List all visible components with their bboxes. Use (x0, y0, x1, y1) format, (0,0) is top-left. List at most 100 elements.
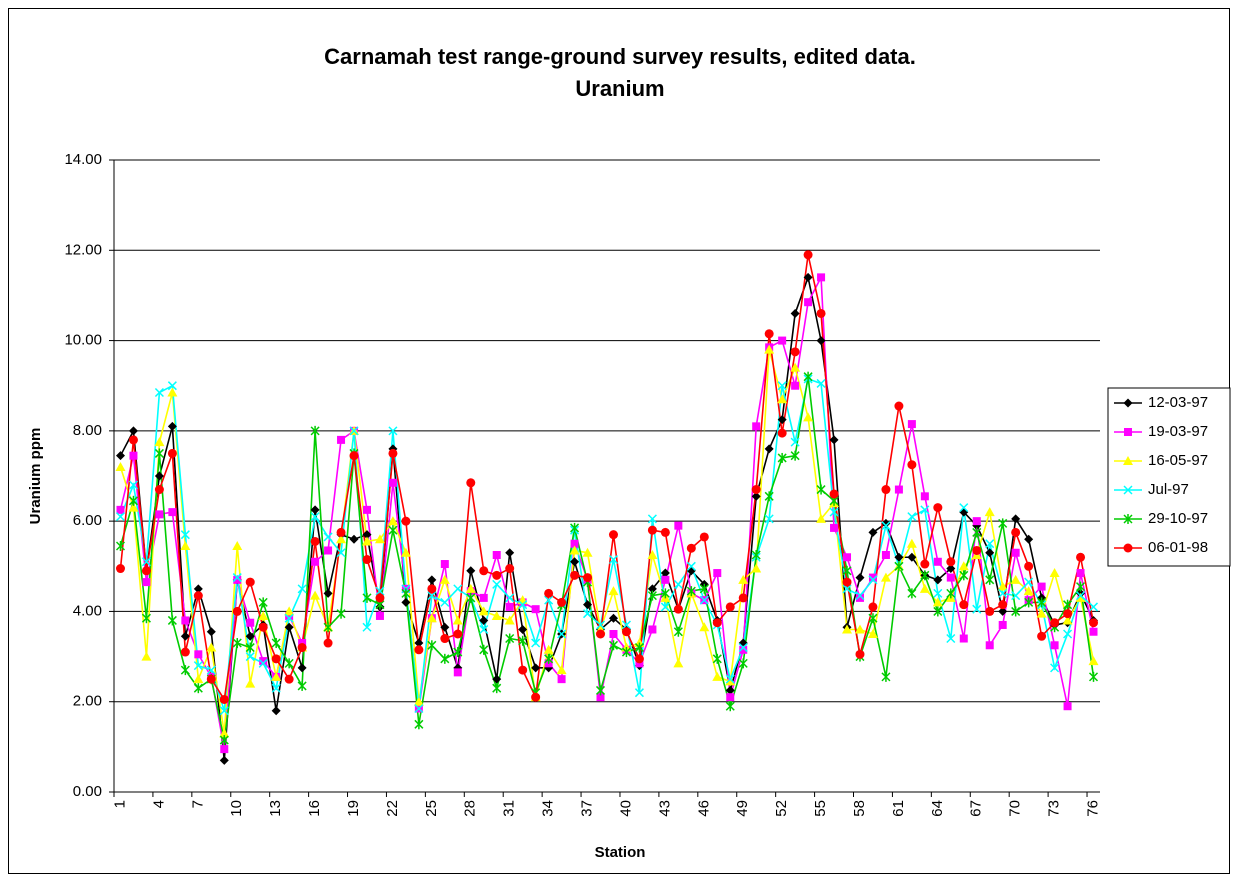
marker (1010, 574, 1021, 584)
marker (479, 615, 489, 625)
marker (258, 597, 268, 608)
marker-stroke (258, 658, 268, 668)
marker-stroke (349, 426, 359, 436)
marker (699, 622, 710, 632)
marker (388, 478, 397, 487)
marker (829, 435, 839, 445)
marker (271, 706, 281, 716)
marker (790, 450, 800, 461)
marker (608, 530, 618, 540)
marker (894, 561, 904, 572)
marker-stroke (505, 593, 515, 603)
marker (894, 401, 904, 411)
marker (505, 548, 515, 558)
marker (634, 642, 644, 653)
marker (1123, 514, 1133, 524)
x-tick-label: 1 (111, 800, 128, 808)
marker (336, 608, 346, 619)
marker (972, 604, 982, 614)
marker (219, 728, 230, 738)
marker (1050, 618, 1060, 628)
marker-stroke (518, 600, 528, 610)
marker-stroke (1011, 591, 1021, 601)
marker (245, 652, 255, 662)
marker (401, 516, 411, 526)
marker (699, 583, 709, 594)
marker (608, 586, 619, 596)
marker (673, 604, 683, 614)
marker (232, 540, 243, 550)
marker (907, 460, 917, 470)
marker-stroke (336, 548, 346, 558)
y-tick-label: 2.00 (73, 693, 102, 710)
marker (959, 503, 969, 513)
marker (621, 620, 631, 630)
marker-stroke (154, 387, 164, 398)
marker (180, 540, 191, 550)
marker (972, 545, 982, 555)
marker (946, 564, 956, 574)
marker (544, 588, 554, 598)
marker (141, 613, 151, 624)
marker-stroke (219, 706, 229, 716)
marker (453, 584, 463, 594)
marker (997, 581, 1008, 591)
marker (920, 559, 930, 569)
marker-stroke (1076, 591, 1086, 601)
marker (739, 645, 748, 654)
marker (362, 592, 372, 603)
x-tick-label: 52 (773, 800, 790, 817)
marker (492, 551, 501, 559)
marker (1063, 629, 1073, 639)
marker-stroke (271, 683, 281, 693)
marker (531, 663, 541, 673)
marker (647, 584, 657, 594)
x-tick-label: 67 (968, 800, 985, 817)
marker (167, 448, 177, 458)
marker (881, 485, 891, 495)
marker-stroke (115, 512, 126, 522)
marker-stroke (1088, 602, 1099, 612)
marker (764, 329, 774, 339)
marker (284, 658, 294, 669)
marker (258, 658, 268, 668)
marker (1124, 428, 1132, 436)
marker (764, 344, 775, 354)
marker (194, 650, 203, 659)
y-tick-label: 6.00 (73, 512, 102, 529)
marker (932, 597, 943, 607)
marker (491, 610, 502, 620)
marker-stroke (297, 584, 307, 594)
x-tick-label: 10 (228, 800, 245, 817)
marker (582, 547, 593, 557)
marker (777, 428, 787, 438)
marker (531, 692, 541, 702)
marker (998, 588, 1008, 598)
x-tick-label: 25 (423, 800, 440, 817)
marker (544, 595, 554, 605)
legend-label: Jul-97 (1148, 481, 1189, 498)
marker (1050, 641, 1059, 650)
marker (777, 415, 787, 425)
marker (311, 557, 320, 566)
marker (933, 606, 943, 617)
marker (479, 566, 489, 576)
marker (1063, 609, 1073, 619)
marker (777, 452, 787, 463)
legend-label: 06-01-98 (1148, 539, 1208, 556)
marker (855, 591, 865, 601)
marker (285, 611, 294, 620)
marker (881, 671, 891, 682)
marker (946, 633, 956, 644)
marker (634, 654, 644, 664)
marker (725, 602, 735, 612)
marker (686, 561, 696, 571)
marker (400, 547, 411, 557)
marker (959, 634, 968, 643)
marker-stroke (725, 674, 735, 684)
marker (1062, 615, 1073, 625)
marker-stroke (193, 661, 203, 671)
marker-stroke (777, 381, 787, 391)
marker (699, 532, 709, 542)
